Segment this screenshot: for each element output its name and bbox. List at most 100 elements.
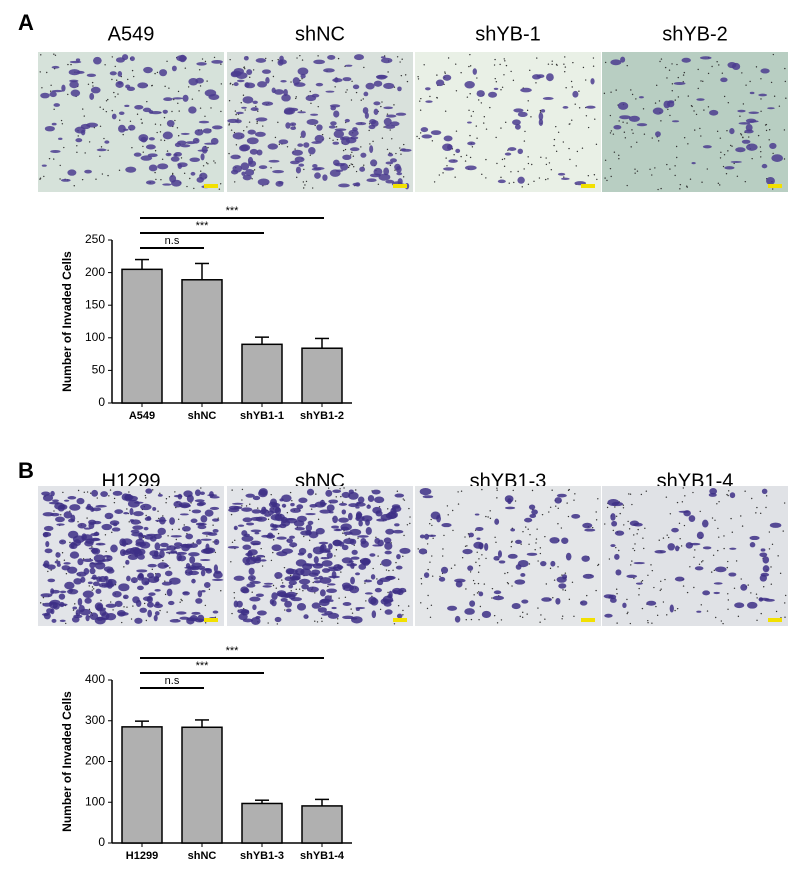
speck: [618, 154, 620, 157]
speck: [506, 571, 509, 574]
cell: [341, 544, 349, 551]
speck: [272, 75, 275, 78]
speck: [632, 132, 634, 134]
cell: [205, 568, 213, 574]
cell: [349, 147, 360, 152]
speck: [154, 150, 157, 152]
cell: [326, 504, 335, 512]
cell: [332, 141, 340, 145]
cell: [69, 79, 79, 83]
speck: [395, 152, 397, 155]
speck: [145, 514, 147, 517]
cell: [59, 504, 68, 510]
cell: [89, 612, 99, 621]
speck: [283, 566, 286, 569]
cell: [174, 142, 182, 148]
cell: [619, 115, 631, 120]
cell: [610, 513, 616, 521]
speck: [46, 71, 48, 74]
speck: [609, 114, 612, 117]
cell: [708, 492, 717, 497]
cell: [557, 172, 566, 176]
speck: [416, 135, 418, 138]
cell: [155, 572, 161, 578]
cell: [341, 557, 353, 564]
cell: [242, 96, 254, 104]
cell: [347, 512, 353, 521]
speck: [460, 72, 462, 74]
cell: [766, 177, 775, 185]
speck: [702, 80, 704, 83]
cell: [464, 165, 477, 171]
cell: [517, 176, 525, 184]
speck: [320, 617, 323, 620]
speck: [296, 57, 298, 59]
cell: [749, 542, 756, 548]
cell: [358, 520, 363, 527]
speck: [286, 146, 289, 148]
speck: [156, 71, 159, 74]
speck: [294, 148, 296, 150]
speck: [164, 85, 166, 88]
speck: [626, 598, 628, 601]
speck: [140, 118, 142, 121]
speck: [165, 498, 168, 500]
speck: [295, 96, 297, 98]
speck: [281, 579, 283, 581]
cell: [400, 148, 412, 152]
cell: [355, 182, 361, 187]
speck: [388, 569, 390, 572]
cell: [167, 600, 175, 606]
cell: [126, 575, 131, 582]
cell: [251, 509, 262, 514]
cell: [83, 527, 92, 530]
cell: [394, 163, 401, 171]
cell: [421, 134, 433, 139]
speck: [483, 122, 485, 124]
speck: [122, 133, 124, 136]
cell: [696, 610, 702, 613]
cell: [96, 576, 102, 582]
speck: [351, 163, 354, 166]
speck: [739, 115, 741, 117]
cell: [609, 597, 617, 603]
cell: [70, 89, 81, 97]
speck: [460, 155, 462, 158]
cell: [170, 535, 182, 538]
cell: [359, 557, 371, 565]
cell: [327, 568, 339, 572]
cell: [528, 504, 536, 510]
cell: [109, 71, 117, 76]
cell: [560, 177, 570, 180]
speck: [363, 66, 365, 69]
cell: [730, 160, 742, 163]
cell: [184, 568, 193, 576]
speck: [571, 581, 574, 583]
cell: [290, 160, 300, 165]
cell: [209, 491, 214, 498]
speck: [466, 545, 468, 547]
speck: [679, 538, 681, 540]
cell: [467, 121, 472, 124]
speck: [700, 80, 702, 82]
speck: [289, 491, 292, 494]
cell: [245, 169, 255, 176]
speck: [453, 154, 455, 156]
speck: [113, 497, 116, 500]
cell: [111, 113, 117, 120]
speck: [454, 564, 456, 566]
cell: [741, 139, 751, 144]
speck: [67, 93, 69, 96]
cell: [285, 608, 292, 613]
cell: [310, 113, 319, 116]
cell: [278, 59, 287, 65]
speck: [568, 598, 571, 601]
cell: [84, 597, 92, 604]
cell: [272, 524, 282, 528]
speck: [511, 585, 513, 587]
cell: [320, 557, 330, 560]
cell: [142, 596, 153, 601]
speck: [496, 487, 498, 489]
speck: [575, 165, 577, 167]
speck: [386, 113, 389, 115]
